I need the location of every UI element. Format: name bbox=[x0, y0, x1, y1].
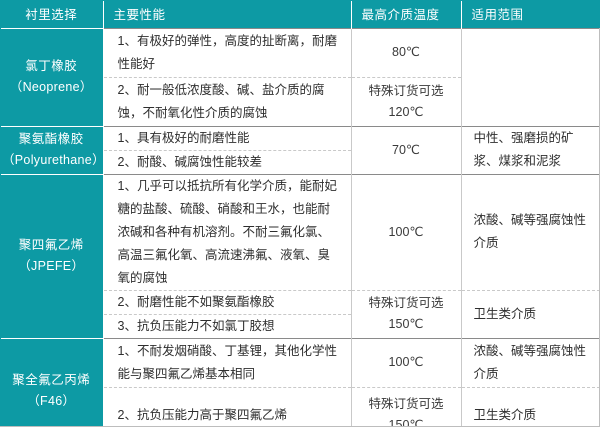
temperature-cell: 特殊订货可选 120℃ bbox=[351, 76, 462, 126]
performance-text: 2、耐一般低浓度酸、碱、盐介质的腐蚀，不耐氧化性介质的腐蚀 bbox=[117, 82, 325, 120]
table-row: 氯丁橡胶 （Neoprene） 1、有极好的弹性，高度的扯断离，耐磨性能好 80℃ bbox=[0, 27, 600, 126]
temperature-value: 150℃ bbox=[388, 418, 424, 427]
performance-text: 1、具有极好的耐磨性能 bbox=[117, 130, 250, 145]
temperature-cell: 80℃ bbox=[351, 27, 462, 77]
temperature-cell: 特殊订货可选 150℃ bbox=[351, 289, 462, 338]
column-header-performance: 主要性能 bbox=[103, 0, 352, 28]
scope-cell bbox=[461, 27, 600, 126]
scope-cell: 中性、强磨损的矿浆、煤浆和泥浆 bbox=[461, 125, 600, 174]
temperature-cell: 100℃ bbox=[351, 173, 462, 290]
material-alias: （F46） bbox=[27, 393, 76, 408]
performance-cell: 1、几乎可以抵抗所有化学介质，能耐妃糖的盐酸、硫酸、硝酸和王水，也能耐浓碱和各种… bbox=[103, 173, 352, 290]
table-row: 2、耐磨性能不如聚氨酯橡胶 特殊订货可选 150℃ 卫生类介质 bbox=[0, 289, 600, 338]
temperature-value: 120℃ bbox=[388, 104, 424, 119]
temperature-value: 150℃ bbox=[388, 317, 424, 331]
temperature-note: 特殊订货可选 bbox=[368, 397, 444, 412]
table-row: 聚四氟乙烯 （JPEFE） 1、几乎可以抵抗所有化学介质，能耐妃糖的盐酸、硫酸、硝酸… bbox=[0, 173, 600, 338]
temperature-value: 80℃ bbox=[392, 45, 420, 59]
table-row: 2、耐酸、碱腐蚀性能较差 bbox=[0, 149, 600, 174]
temperature-value: 70℃ bbox=[392, 142, 420, 157]
material-name: 氯丁橡胶 bbox=[25, 59, 78, 73]
table-header: 衬里选择 主要性能 最高介质温度 适用范围 bbox=[0, 0, 600, 28]
table-row: 聚氨酯橡胶 （Polyurethane） 1、具有极好的耐磨性能 70℃ 中性、强磨损的… bbox=[0, 125, 600, 174]
table-row: 2、耐一般低浓度酸、碱、盐介质的腐蚀，不耐氧化性介质的腐蚀 特殊订货可选 120℃ bbox=[0, 76, 600, 126]
performance-text: 2、耐酸、碱腐蚀性能较差 bbox=[117, 154, 262, 169]
table-row: 3、抗负压能力不如氯丁胶想 bbox=[0, 313, 600, 338]
temperature-value: 100℃ bbox=[388, 224, 424, 239]
performance-text: 2、抗负压能力高于聚四氟乙烯 bbox=[117, 407, 287, 422]
temperature-note: 特殊订货可选 bbox=[368, 296, 444, 310]
performance-text: 3、抗负压能力不如氯丁胶想 bbox=[117, 318, 275, 333]
scope-cell: 卫生类介质 bbox=[461, 289, 600, 338]
performance-cell: 2、耐磨性能不如聚氨酯橡胶 bbox=[103, 289, 352, 314]
temperature-value: 100℃ bbox=[388, 355, 424, 369]
material-cell: 聚氨酯橡胶 （Polyurethane） bbox=[0, 125, 105, 174]
material-alias: （JPEFE） bbox=[18, 259, 85, 273]
table-body: 氯丁橡胶 （Neoprene） 1、有极好的弹性，高度的扯断离，耐磨性能好 80℃ 2、… bbox=[0, 27, 600, 427]
column-header-material: 衬里选择 bbox=[0, 0, 104, 28]
material-name: 聚全氟乙丙烯 bbox=[12, 372, 91, 387]
temperature-cell: 100℃ bbox=[351, 337, 462, 387]
material-alias: （Neoprene） bbox=[9, 80, 93, 94]
column-header-temperature: 最高介质温度 bbox=[351, 0, 462, 28]
performance-cell: 1、不耐发烟硝酸、丁基锂，其他化学性能与聚四氟乙烯基本相同 bbox=[103, 337, 352, 387]
table-row: 聚全氟乙丙烯 （F46） 1、不耐发烟硝酸、丁基锂，其他化学性能与聚四氟乙烯基本相同… bbox=[0, 337, 600, 427]
performance-text: 1、有极好的弹性，高度的扯断离，耐磨性能好 bbox=[117, 33, 337, 71]
material-cell: 聚四氟乙烯 （JPEFE） bbox=[0, 173, 104, 338]
temperature-note: 特殊订货可选 bbox=[368, 83, 444, 98]
temperature-cell: 特殊订货可选 150℃ bbox=[351, 386, 462, 427]
material-name: 聚四氟乙烯 bbox=[18, 238, 84, 252]
material-alias: （Polyurethane） bbox=[2, 153, 105, 167]
performance-cell: 2、抗负压能力高于聚四氟乙烯 bbox=[103, 386, 352, 427]
column-header-scope: 适用范围 bbox=[461, 0, 600, 28]
temperature-cell: 70℃ bbox=[351, 125, 462, 174]
performance-text: 2、耐磨性能不如聚氨酯橡胶 bbox=[117, 294, 275, 309]
scope-cell: 卫生类介质 bbox=[461, 386, 600, 427]
performance-text: 1、几乎可以抵抗所有化学介质，能耐妃糖的盐酸、硫酸、硝酸和王水，也能耐浓碱和各种… bbox=[117, 178, 337, 285]
material-cell: 氯丁橡胶 （Neoprene） bbox=[0, 27, 104, 126]
table-row: 2、抗负压能力高于聚四氟乙烯 特殊订货可选 150℃ 卫生类介质 bbox=[0, 386, 600, 427]
scope-cell: 浓酸、碱等强腐蚀性介质 bbox=[461, 173, 600, 290]
performance-text: 1、不耐发烟硝酸、丁基锂，其他化学性能与聚四氟乙烯基本相同 bbox=[117, 343, 337, 381]
scope-cell: 浓酸、碱等强腐蚀性介质 bbox=[461, 337, 600, 387]
performance-cell: 1、有极好的弹性，高度的扯断离，耐磨性能好 bbox=[103, 27, 352, 77]
material-cell: 聚全氟乙丙烯 （F46） bbox=[0, 337, 104, 427]
performance-cell: 2、耐一般低浓度酸、碱、盐介质的腐蚀，不耐氧化性介质的腐蚀 bbox=[103, 76, 352, 126]
performance-cell: 3、抗负压能力不如氯丁胶想 bbox=[103, 313, 352, 338]
material-name: 聚氨酯橡胶 bbox=[18, 132, 84, 146]
header-row: 衬里选择 主要性能 最高介质温度 适用范围 bbox=[0, 0, 600, 28]
performance-cell: 2、耐酸、碱腐蚀性能较差 bbox=[103, 149, 352, 174]
performance-cell: 1、具有极好的耐磨性能 bbox=[103, 125, 352, 150]
